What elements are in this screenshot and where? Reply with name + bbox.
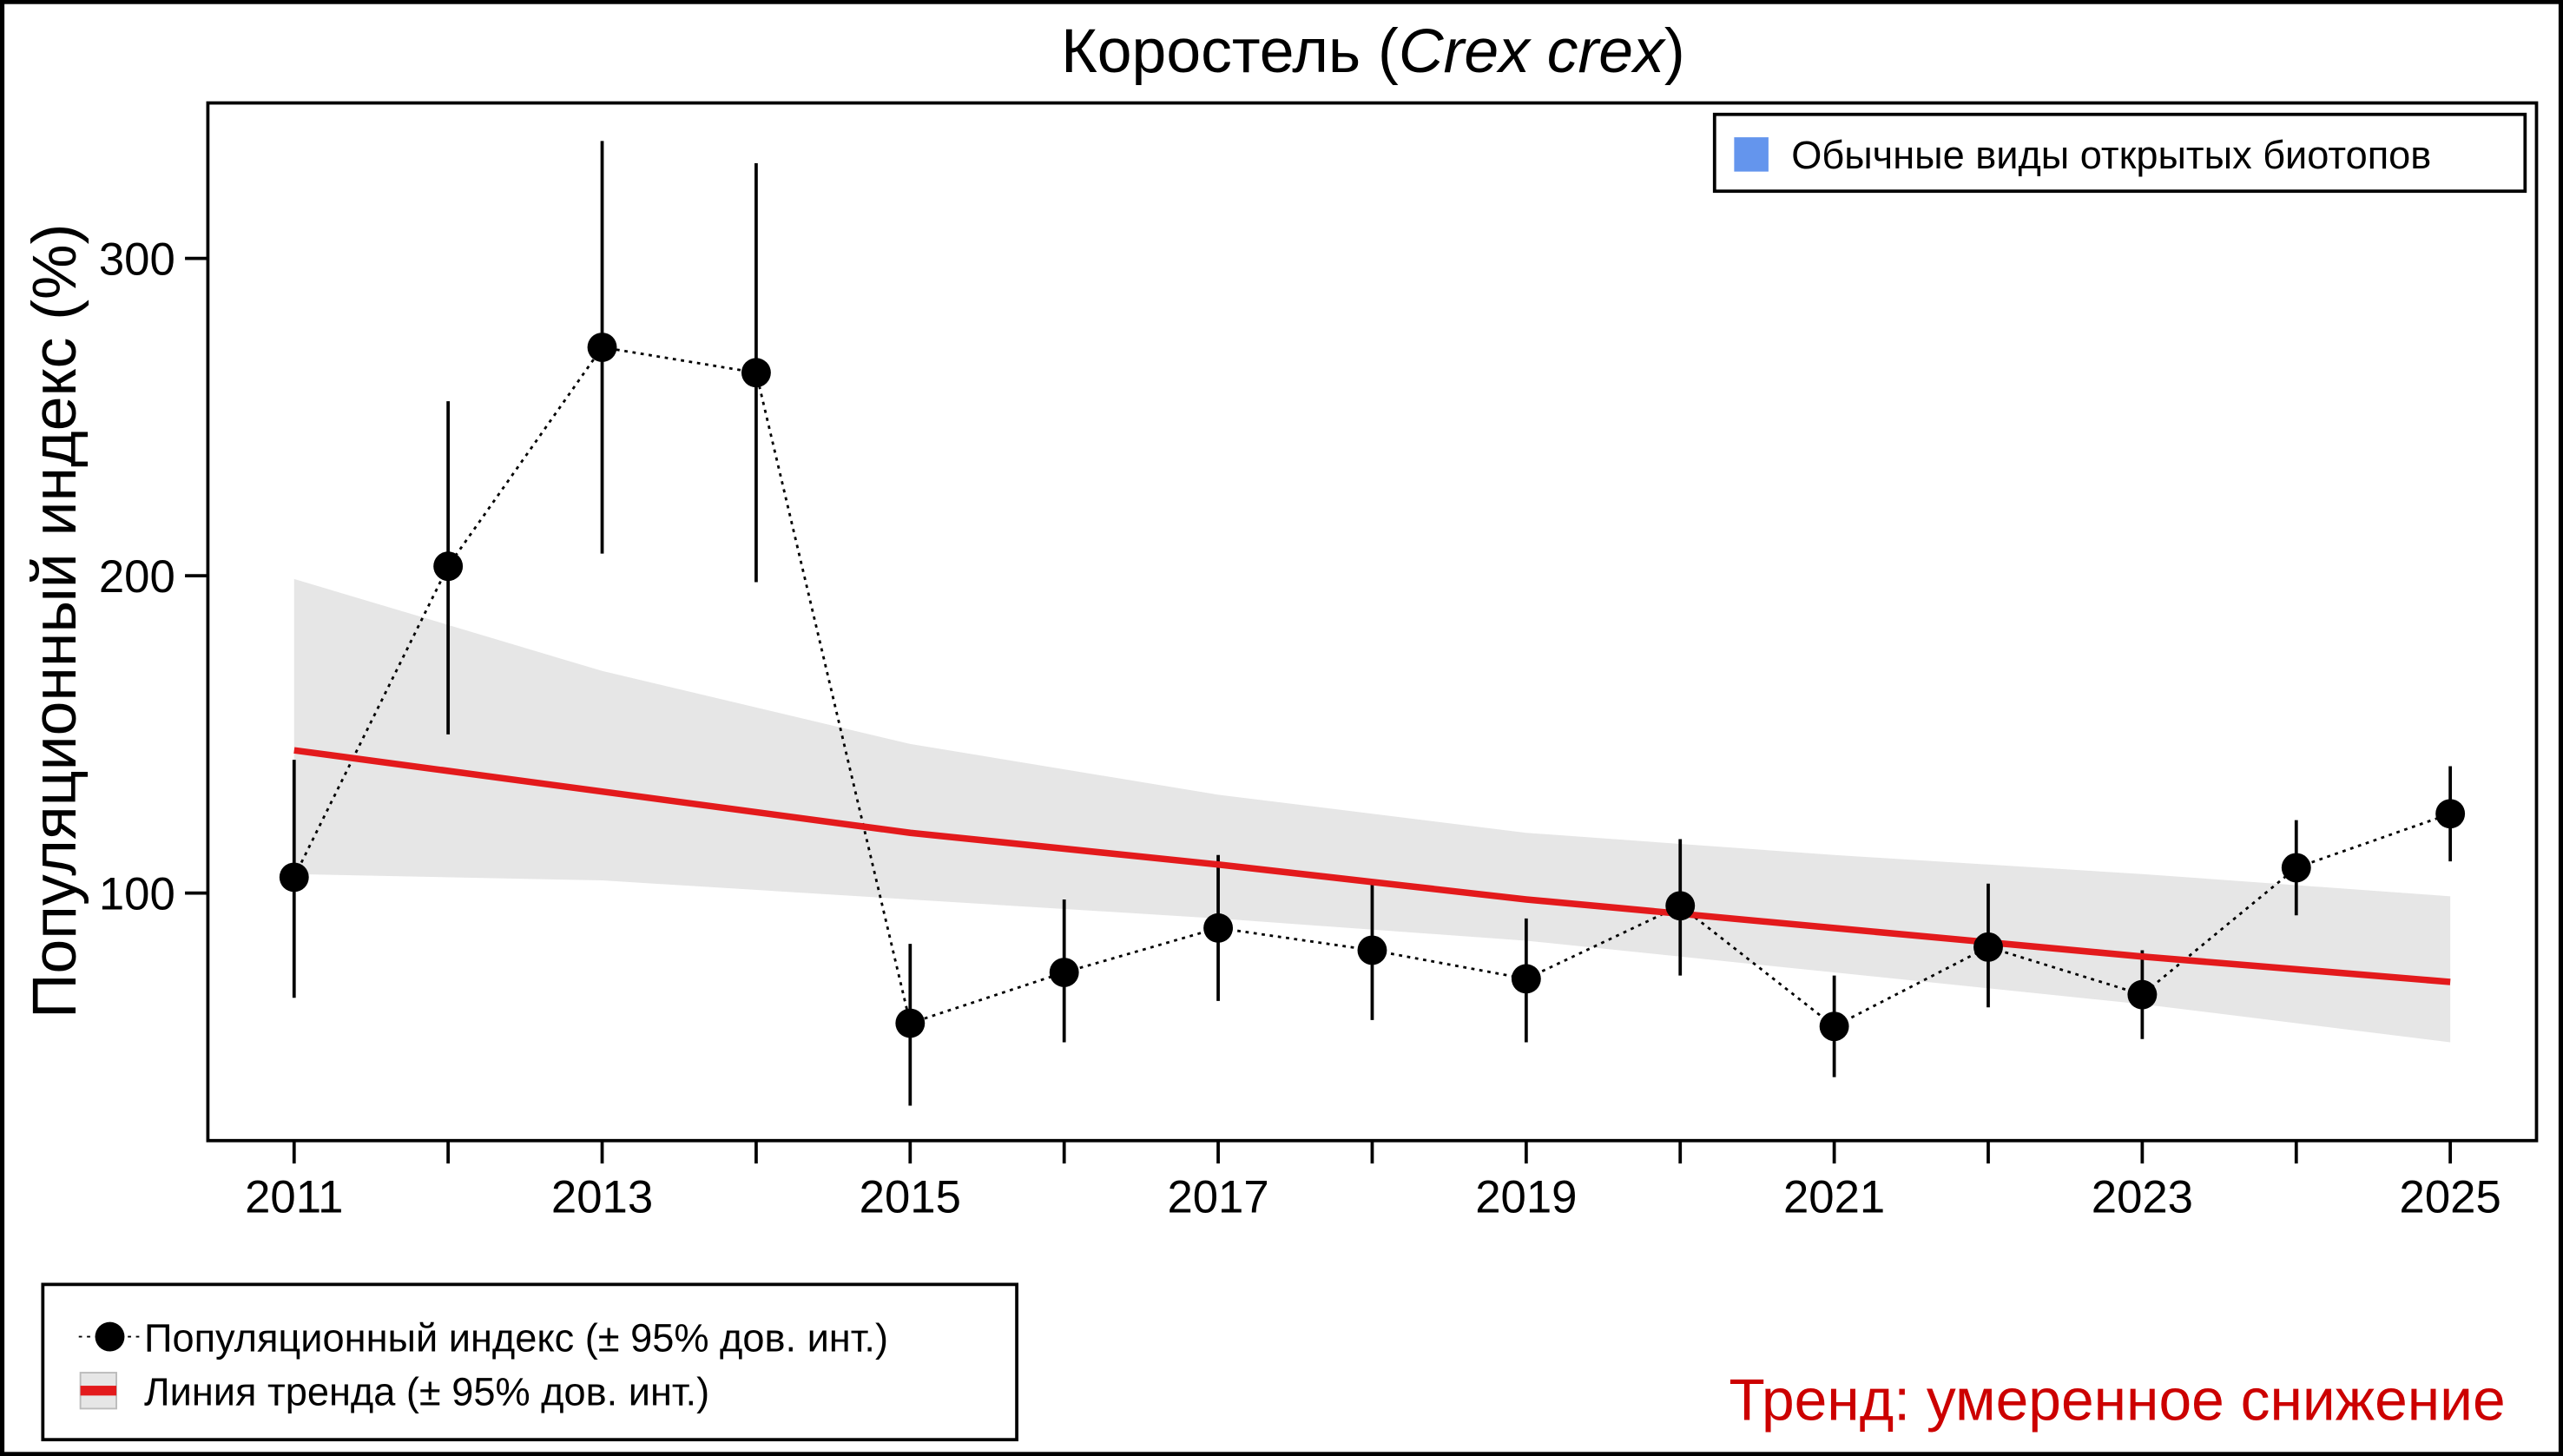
x-tick-label: 2015 <box>860 1172 961 1223</box>
chart-title: Коростель (Crex crex) <box>1061 16 1685 86</box>
x-tick-label: 2011 <box>245 1172 343 1223</box>
x-tick-label: 2021 <box>1783 1172 1885 1223</box>
x-tick-label: 2023 <box>2092 1172 2193 1223</box>
index-point <box>1511 964 1541 994</box>
x-tick-label: 2013 <box>551 1172 653 1223</box>
legend-trend-line-swatch <box>80 1386 117 1396</box>
x-tick-label: 2017 <box>1167 1172 1268 1223</box>
y-tick-label: 100 <box>99 868 175 919</box>
series-legend-box <box>41 1282 1018 1442</box>
group-legend-label: Обычные виды открытых биотопов <box>1791 133 2431 177</box>
index-point <box>279 862 309 893</box>
index-point <box>1665 891 1696 921</box>
index-point <box>1357 935 1387 965</box>
legend-index-marker <box>95 1321 125 1352</box>
axes-group: 2011 2013 2015 2017 2019 2021 2023 2025 100 200 30… <box>99 234 2501 1222</box>
group-legend-box <box>1712 112 2527 194</box>
index-point <box>1973 932 2003 962</box>
index-point <box>1819 1011 1849 1042</box>
index-point <box>741 358 771 388</box>
index-point <box>1203 912 1234 943</box>
index-point <box>2127 979 2158 1010</box>
y-tick-label: 200 <box>99 551 175 603</box>
index-point <box>587 333 617 362</box>
y-axis-label: Популяционный индекс (%) <box>20 224 89 1018</box>
y-tick-label: 300 <box>99 234 175 285</box>
marks-group <box>279 141 2466 1106</box>
index-point <box>2281 853 2311 883</box>
legend-trend-label: Линия тренда (± 95% дов. инт.) <box>144 1370 709 1414</box>
index-point <box>895 1008 926 1038</box>
index-point <box>433 551 464 582</box>
trend-ci-band <box>293 578 2451 1043</box>
series-legend: Популяционный индекс (± 95% дов. инт.) Л… <box>41 1282 1018 1442</box>
trend-ci-band-group <box>293 578 2451 1043</box>
group-legend-swatch <box>1734 137 1769 172</box>
index-point <box>2435 799 2466 829</box>
index-point <box>1049 958 1079 987</box>
x-tick-label: 2025 <box>2400 1172 2501 1223</box>
group-legend: Обычные виды открытых биотопов <box>1712 112 2527 194</box>
trend-line <box>293 747 2451 985</box>
trend-text: Тренд: умеренное снижение <box>1729 1368 2505 1433</box>
x-tick-label: 2019 <box>1475 1172 1577 1223</box>
legend-index-label: Популяционный индекс (± 95% дов. инт.) <box>144 1316 888 1360</box>
